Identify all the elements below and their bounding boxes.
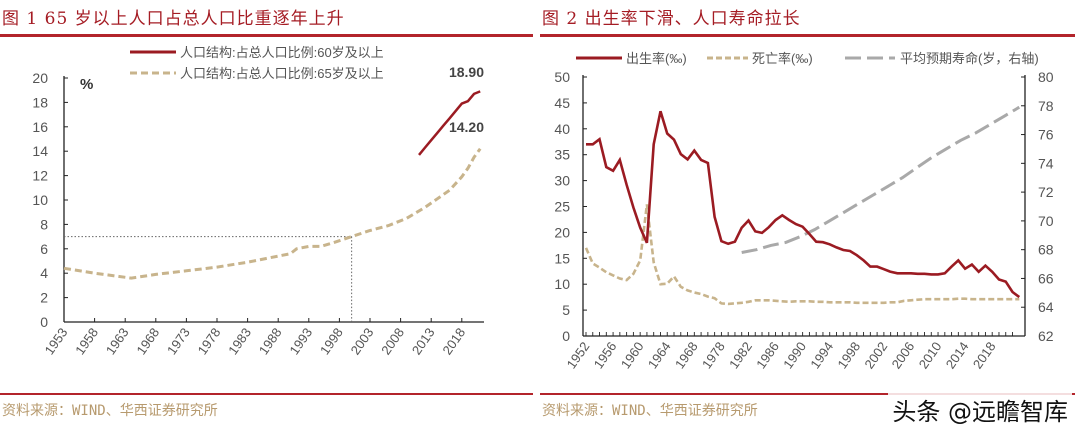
legend-birth-rate-label: 出生率(‰)	[626, 51, 687, 66]
series-death-rate-line	[584, 204, 1020, 306]
left-y-tick-label: 5	[562, 302, 570, 318]
figure-1-bottom-rule	[0, 393, 533, 395]
y-tick-label: 6	[40, 241, 48, 257]
y-tick-label: 4	[40, 265, 48, 281]
x-tick-label: 1960	[618, 339, 647, 371]
figure-2-chart: 出生率(‰) 死亡率(‰) 平均预期寿命(岁，右轴) 0 5 10 15 20 25 30 35 40…	[554, 51, 1054, 371]
left-y-tick-label: 40	[554, 121, 570, 137]
figure-2-source: 资料来源：WIND、华西证券研究所	[542, 403, 758, 419]
x-tick-label: 1978	[195, 325, 224, 357]
y-tick-label: 0	[40, 314, 48, 330]
y-unit-label: %	[80, 76, 93, 93]
x-tick-label: 2002	[861, 339, 890, 371]
figure-1-top-rule	[0, 34, 533, 37]
x-tick-label: 1993	[286, 325, 315, 357]
left-y-tick-label: 50	[554, 69, 570, 85]
x-tick-label: 1978	[699, 339, 728, 371]
x-tick-label: 2014	[943, 339, 972, 371]
watermark: 头条 @远瞻智库	[888, 392, 1072, 427]
left-y-tick-label: 30	[554, 173, 570, 189]
x-tick-label: 2018	[439, 325, 468, 357]
legend-life-expectancy-label: 平均预期寿命(岁，右轴)	[900, 51, 1039, 66]
x-tick-label: 1973	[164, 325, 193, 357]
left-y-tick-label: 35	[554, 147, 570, 163]
left-y-tick-label: 0	[562, 328, 570, 344]
right-y-tick-label: 62	[1038, 328, 1054, 344]
right-y-tick-label: 64	[1038, 299, 1054, 315]
x-tick-label: 1963	[103, 325, 132, 357]
x-tick-label: 2018	[970, 339, 999, 371]
x-tick-label: 1982	[726, 339, 755, 371]
y-tick-label: 18	[32, 94, 48, 110]
right-y-tick-label: 80	[1038, 69, 1054, 85]
x-tick-label: 1983	[225, 325, 254, 357]
x-tick-label: 2003	[348, 325, 377, 357]
annotation-65-end: 14.20	[449, 119, 484, 135]
figure-1-source: 资料来源：WIND、华西证券研究所	[2, 403, 218, 419]
figure-2-panel: 图 2 出生率下滑、人口寿命拉长 出生率(‰) 死亡率(‰) 平均预期寿命(岁，右轴…	[540, 0, 1080, 435]
annotation-60-end: 18.90	[449, 64, 484, 80]
right-y-tick-label: 70	[1038, 213, 1054, 229]
right-y-tick-label: 78	[1038, 98, 1054, 114]
x-tick-label: 1994	[807, 339, 836, 371]
x-tick-label: 2006	[889, 339, 918, 371]
x-tick-label: 2008	[378, 325, 407, 357]
figure-2-bottom-rule	[540, 393, 1075, 395]
series-birth-rate-line	[586, 110, 1021, 299]
right-y-tick-label: 76	[1038, 127, 1054, 143]
figure-2-top-rule	[540, 34, 1075, 37]
left-y-tick-label: 25	[554, 199, 570, 215]
y-tick-label: 20	[32, 70, 48, 86]
y-tick-label: 2	[40, 290, 48, 306]
right-y-tick-label: 72	[1038, 184, 1054, 200]
series-65-plus-line	[63, 147, 482, 280]
legend-death-rate-label: 死亡率(‰)	[752, 51, 813, 66]
left-y-tick-label: 15	[554, 250, 570, 266]
series-life-expectancy-line	[741, 105, 1021, 254]
y-tick-label: 12	[32, 168, 48, 184]
x-tick-label: 1990	[780, 339, 809, 371]
figure-1-panel: 图 1 65 岁以上人口占总人口比重逐年上升 人口结构:占总人口比例:60岁及以…	[0, 9, 533, 419]
figure-1-title: 图 1 65 岁以上人口占总人口比重逐年上升	[2, 9, 345, 29]
right-y-tick-label: 68	[1038, 242, 1054, 258]
x-tick-label: 1986	[753, 339, 782, 371]
x-tick-label: 1956	[591, 339, 620, 371]
y-tick-label: 10	[32, 192, 48, 208]
figure-2-title: 图 2 出生率下滑、人口寿命拉长	[542, 9, 801, 29]
x-tick-label: 1964	[645, 339, 674, 371]
legend-65-label: 人口结构:占总人口比例:65岁及以上	[180, 66, 384, 81]
x-tick-label: 1968	[672, 339, 701, 371]
x-tick-label: 1988	[256, 325, 285, 357]
x-tick-label: 1968	[133, 325, 162, 357]
x-tick-label: 1998	[317, 325, 346, 357]
legend-60-label: 人口结构:占总人口比例:60岁及以上	[180, 45, 384, 60]
x-tick-label: 1958	[72, 325, 101, 357]
left-y-tick-label: 10	[554, 276, 570, 292]
x-tick-label: 2010	[916, 339, 945, 371]
right-y-tick-label: 74	[1038, 155, 1054, 171]
y-tick-label: 16	[32, 119, 48, 135]
x-tick-label: 1998	[834, 339, 863, 371]
y-tick-label: 14	[32, 143, 48, 159]
x-tick-label: 2013	[409, 325, 438, 357]
right-y-tick-label: 66	[1038, 270, 1054, 286]
series-60-plus-line	[418, 90, 481, 156]
y-tick-label: 8	[40, 216, 48, 232]
left-y-tick-label: 20	[554, 224, 570, 240]
left-y-tick-label: 45	[554, 95, 570, 111]
